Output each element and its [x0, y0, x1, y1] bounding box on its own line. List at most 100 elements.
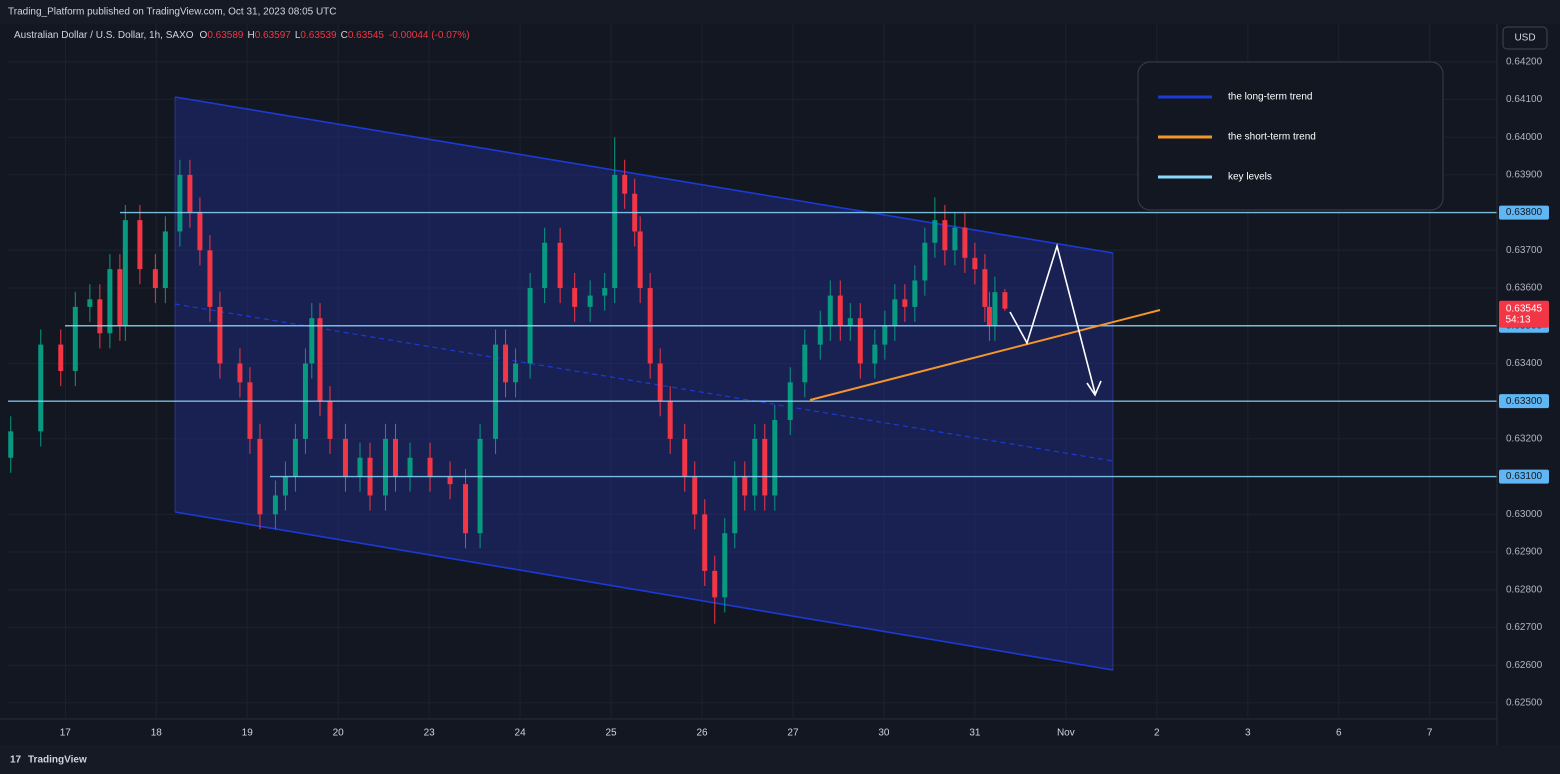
key-level-tag [1499, 394, 1549, 409]
candle-body [152, 269, 158, 289]
candle-body [752, 438, 758, 496]
ohlc-label: O [200, 30, 208, 41]
candle-body [712, 570, 718, 598]
candle-body [58, 344, 64, 371]
ohlc-label: H [247, 30, 254, 41]
candle-body [87, 299, 93, 307]
candle-body [137, 220, 143, 270]
candle-body [827, 295, 833, 326]
candle-body [667, 401, 673, 439]
candle-body [107, 269, 113, 334]
candle-body [382, 438, 388, 496]
projection-arrow [1009, 243, 1096, 394]
key-level-label: 0.63800 [1506, 207, 1543, 218]
x-tick-label: 2 [1154, 728, 1160, 739]
y-tick-label: 0.63000 [1506, 509, 1543, 520]
candle-body [622, 174, 628, 194]
candle-body [952, 227, 958, 251]
channel-fill [175, 97, 1113, 670]
short-term-trend [809, 309, 1161, 401]
legend-label: the short-term trend [1228, 132, 1316, 143]
long-term-channel [174, 96, 1114, 671]
published-line: Trading_Platform published on TradingVie… [8, 7, 337, 18]
y-tick-label: 0.63200 [1506, 434, 1543, 445]
ohlc-label: L [295, 30, 301, 41]
candle-body [962, 227, 968, 258]
candle-body [122, 220, 128, 326]
legend-label: the long-term trend [1228, 92, 1313, 103]
x-tick-label: 19 [242, 728, 254, 739]
candle-body [892, 299, 898, 326]
symbol-info: Australian Dollar / U.S. Dollar, 1h, SAX… [14, 30, 470, 41]
candle-body [477, 438, 483, 534]
candle-body [292, 438, 298, 477]
y-tick-label: 0.62900 [1506, 547, 1543, 558]
candle-body [187, 174, 193, 213]
currency-button[interactable] [1502, 26, 1548, 50]
x-tick-label: 31 [969, 728, 981, 739]
candle-body [503, 344, 509, 383]
symbol: Australian Dollar / U.S. Dollar, 1h, SAX… [14, 30, 194, 41]
candle-body [207, 250, 213, 307]
price-axis: USD 0.64200 0.64100 0.64000 0.63900 0.63700 0… [1499, 26, 1549, 709]
candle-body [657, 363, 663, 402]
x-tick-label: 3 [1245, 728, 1251, 739]
legend: the long-term trend the short-term trend k… [1137, 61, 1444, 211]
x-tick-label: 7 [1427, 728, 1433, 739]
candle-body [902, 299, 908, 307]
candle-body [817, 325, 823, 345]
change: -0.00044 (-0.07%) [389, 30, 470, 41]
candle-body [8, 431, 14, 458]
key-level-tag [1499, 469, 1549, 484]
key-levels [8, 211, 1497, 478]
candle-body [162, 231, 168, 289]
bottom-bar [0, 745, 1560, 774]
candle-body [587, 295, 593, 307]
candle-body [407, 457, 413, 477]
candle-body [972, 257, 978, 270]
y-tick-label: 0.62500 [1506, 698, 1543, 709]
candle-body [72, 306, 78, 371]
candle-body [702, 514, 708, 571]
ohlc-value: 0.63589 [207, 30, 244, 41]
legend-label: key levels [1228, 172, 1272, 183]
x-tick-label: 23 [424, 728, 436, 739]
y-tick-label: 0.62800 [1506, 584, 1543, 595]
brand: TradingView [28, 755, 87, 766]
candle-body [272, 495, 278, 515]
x-tick-label: 18 [151, 728, 163, 739]
y-tick-label: 0.63400 [1506, 358, 1543, 369]
candle-body [922, 242, 928, 281]
candle-body [557, 242, 563, 289]
channel-mid [174, 303, 1114, 462]
candle-body [872, 344, 878, 364]
candle-body [942, 220, 948, 251]
candle-body [309, 318, 315, 364]
price-tag-countdown: 54:13 [1505, 314, 1530, 325]
candle-body [493, 344, 499, 439]
candle-body [772, 420, 778, 496]
candle-body [447, 476, 453, 485]
x-tick-label: 24 [515, 728, 527, 739]
candle-body [342, 438, 348, 477]
x-tick-label: Nov [1057, 728, 1075, 739]
x-tick-label: 20 [333, 728, 345, 739]
key-level-label: 0.63100 [1506, 471, 1543, 482]
candle-body [847, 318, 853, 326]
candle-body [197, 212, 203, 251]
candle-body [357, 457, 363, 477]
y-tick-label: 0.64000 [1506, 132, 1543, 143]
candle-body [722, 533, 728, 598]
candle-body [257, 438, 263, 515]
candle-body [742, 476, 748, 496]
y-tick-label: 0.62700 [1506, 622, 1543, 633]
y-tick-label: 0.63700 [1506, 245, 1543, 256]
x-tick-label: 6 [1336, 728, 1342, 739]
candle-body [932, 220, 938, 243]
candle-body [317, 318, 323, 402]
candle-body [513, 363, 519, 383]
symbol-line: Australian Dollar / U.S. Dollar, 1h, SAX… [14, 30, 470, 41]
price-tag [1499, 300, 1549, 328]
candle-body [38, 344, 44, 432]
candle-body [117, 269, 123, 326]
